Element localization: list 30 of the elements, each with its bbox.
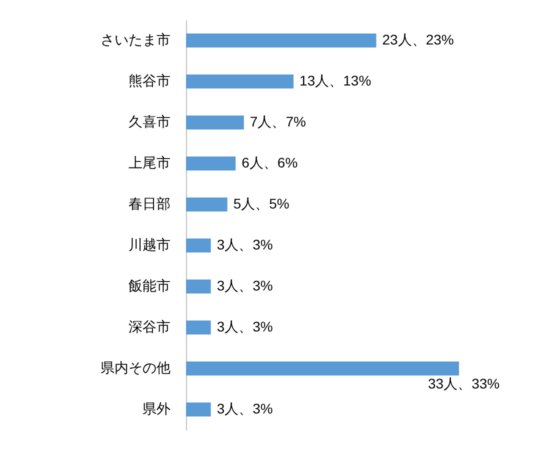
y-tick-label: 久喜市 [128, 114, 170, 130]
data-label: 33人、33% [428, 376, 500, 392]
bar [186, 320, 211, 334]
y-tick-label: 飯能市 [128, 278, 170, 294]
y-tick-label: さいたま市 [100, 32, 170, 48]
bar [186, 280, 211, 294]
y-tick-label: 上尾市 [128, 154, 170, 170]
y-tick-label: 深谷市 [128, 318, 170, 334]
bar [186, 74, 294, 88]
data-label: 3人、3% [216, 278, 273, 294]
y-tick-label: 県内その他 [100, 360, 170, 376]
bar [186, 238, 211, 252]
bar [186, 362, 459, 376]
bar [186, 402, 211, 416]
bar [186, 198, 228, 212]
data-label: 5人、5% [233, 196, 290, 212]
data-label: 7人、7% [250, 114, 306, 130]
bar [186, 116, 244, 130]
bar [186, 34, 376, 48]
data-label: 3人、3% [216, 400, 273, 416]
y-tick-label: 川越市 [128, 236, 170, 252]
y-tick-label: 熊谷市 [128, 72, 170, 88]
data-label: 3人、3% [216, 236, 273, 252]
data-label: 13人、13% [300, 72, 372, 88]
data-label: 23人、23% [382, 32, 454, 48]
data-label: 3人、3% [216, 318, 273, 334]
y-tick-label: 春日部 [128, 196, 170, 212]
bar [186, 156, 236, 170]
data-label: 6人、6% [242, 154, 298, 170]
y-tick-label: 県外 [142, 400, 170, 416]
